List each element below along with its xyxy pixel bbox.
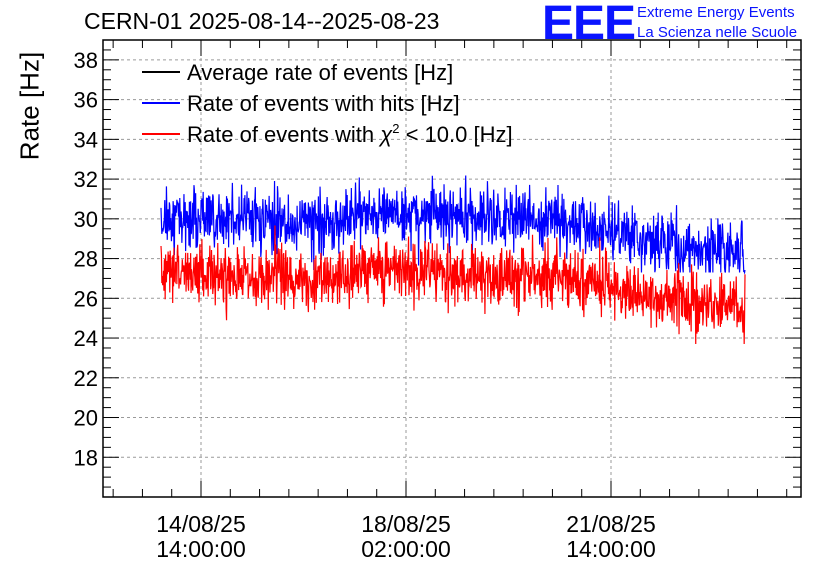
y-tick-label: 24 <box>74 326 98 351</box>
series-line <box>160 175 746 275</box>
y-tick-label: 18 <box>74 445 98 470</box>
logo-line-2: La Scienza nelle Scuole <box>637 24 798 41</box>
y-tick-label: 30 <box>74 207 98 232</box>
axes: 182022242628303234363814/08/2514:00:0018… <box>74 39 801 562</box>
x-tick-label-time: 14:00:00 <box>566 536 656 562</box>
y-tick-label: 22 <box>74 366 98 391</box>
y-tick-label: 26 <box>74 286 98 311</box>
legend-label-chi2: Rate of events with χ2 < 10.0 [Hz] <box>187 121 513 147</box>
y-tick-label: 32 <box>74 167 98 192</box>
y-tick-label: 28 <box>74 247 98 272</box>
legend-label-average: Average rate of events [Hz] <box>187 60 453 85</box>
x-tick-label-date: 14/08/25 <box>156 511 246 537</box>
y-tick-label: 34 <box>74 127 98 152</box>
y-tick-label: 20 <box>74 406 98 431</box>
x-tick-label-date: 18/08/25 <box>361 511 451 537</box>
y-axis-label: Rate [Hz] <box>14 51 45 161</box>
x-tick-label-time: 02:00:00 <box>361 536 451 562</box>
y-tick-label: 36 <box>74 88 98 113</box>
series-chi2-rate <box>160 225 746 345</box>
legend: Average rate of events [Hz] Rate of even… <box>142 60 513 147</box>
logo-line-1: Extreme Energy Events <box>637 4 795 21</box>
series-hits-rate <box>160 175 746 275</box>
series-line <box>160 225 746 345</box>
x-tick-label-time: 14:00:00 <box>156 536 246 562</box>
legend-label-hits: Rate of events with hits [Hz] <box>187 91 460 116</box>
x-tick-label-date: 21/08/25 <box>566 511 656 537</box>
y-tick-label: 38 <box>74 48 98 73</box>
chart-title: CERN-01 2025-08-14--2025-08-23 <box>84 8 440 34</box>
eee-logo: EEE <box>542 0 636 50</box>
